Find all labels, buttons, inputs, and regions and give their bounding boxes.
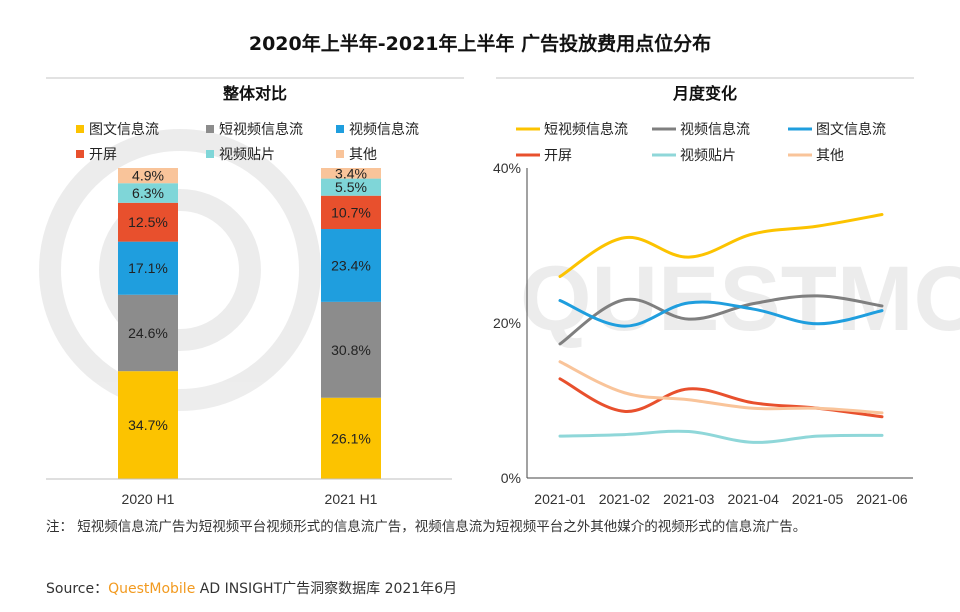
bar-category-label-1: 2021 H1	[325, 491, 378, 507]
line-x-tick-2: 2021-03	[663, 491, 715, 507]
line-series-4	[558, 429, 884, 444]
line-legend-label-4: 视频贴片	[680, 148, 736, 164]
bar-data-label-0-3: 12.5%	[128, 214, 168, 230]
bar-legend-label-5: 其他	[349, 147, 377, 163]
line-series-1	[558, 294, 884, 346]
line-legend-label-0: 短视频信息流	[544, 121, 628, 138]
left-chart-title: 整体对比	[222, 84, 287, 103]
bar-2020-H1-series-1	[118, 294, 178, 372]
bar-2020-H1-series-4	[118, 183, 178, 203]
bar-data-label-0-4: 6.3%	[132, 185, 164, 201]
line-x-tick-3: 2021-04	[728, 491, 780, 507]
bar-2021-H1-series-0	[321, 397, 381, 479]
watermark-text: QUESTMOBILE	[520, 248, 960, 350]
line-x-tick-0: 2021-01	[534, 491, 586, 507]
footnote: 注： 短视频信息流广告为短视频平台视频形式的信息流广告，视频信息流为短视频平台之…	[46, 519, 807, 535]
bar-2021-H1-series-5	[321, 168, 381, 179]
bar-legend-label-4: 视频贴片	[219, 147, 275, 163]
bar-data-label-1-3: 10.7%	[331, 204, 371, 220]
bar-data-label-0-1: 24.6%	[128, 325, 168, 341]
bar-legend-label-2: 视频信息流	[349, 121, 419, 138]
bar-2021-H1-series-3	[321, 195, 381, 230]
bar-data-label-0-5: 4.9%	[132, 168, 164, 184]
line-legend-label-5: 其他	[816, 148, 844, 164]
bar-2020-H1-series-0	[118, 371, 178, 479]
bar-2021-H1-series-2	[321, 229, 381, 302]
bar-data-label-1-1: 30.8%	[331, 342, 371, 358]
line-legend-label-3: 开屏	[544, 148, 572, 164]
bar-legend-label-1: 短视频信息流	[219, 121, 303, 138]
line-series-3	[558, 377, 884, 419]
bar-legend-label-0: 图文信息流	[89, 121, 159, 138]
bar-legend-swatch-4	[206, 150, 214, 158]
watermark-logo: QUESTMOBILE	[39, 129, 960, 411]
right-chart-title: 月度变化	[672, 84, 737, 103]
bar-2020-H1-series-2	[118, 241, 178, 295]
bar-data-label-1-5: 3.4%	[335, 165, 367, 181]
bar-2021-H1-series-4	[321, 178, 381, 196]
bar-data-label-1-0: 26.1%	[331, 430, 371, 446]
bar-2021-H1-series-1	[321, 301, 381, 398]
bar-2020-H1-series-5	[118, 168, 178, 184]
line-series-0	[558, 213, 884, 278]
bar-legend-swatch-3	[76, 150, 84, 158]
bar-legend-swatch-1	[206, 125, 214, 133]
line-y-tick-1: 20%	[493, 315, 521, 331]
bar-data-label-1-4: 5.5%	[335, 179, 367, 195]
bar-2020-H1-series-3	[118, 202, 178, 242]
line-series-5	[558, 360, 884, 415]
bar-legend-swatch-2	[336, 125, 344, 133]
line-y-tick-0: 0%	[501, 470, 521, 486]
source-line: Source：QuestMobile AD INSIGHT广告洞察数据库 202…	[46, 578, 457, 598]
bar-legend-swatch-0	[76, 125, 84, 133]
source-prefix: Source：	[46, 581, 109, 597]
line-x-tick-1: 2021-02	[599, 491, 651, 507]
line-series-2	[558, 299, 884, 328]
line-y-tick-2: 40%	[493, 160, 521, 176]
bar-data-label-0-2: 17.1%	[128, 260, 168, 276]
line-x-tick-5: 2021-06	[856, 491, 908, 507]
bar-data-label-0-0: 34.7%	[128, 417, 168, 433]
source-suffix: AD INSIGHT广告洞察数据库 2021年6月	[195, 581, 458, 597]
bar-legend-swatch-5	[336, 150, 344, 158]
bar-legend-label-3: 开屏	[89, 147, 117, 163]
line-x-tick-4: 2021-05	[792, 491, 844, 507]
line-legend-label-2: 图文信息流	[816, 121, 886, 138]
line-legend-label-1: 视频信息流	[680, 121, 750, 138]
source-brand: QuestMobile	[108, 581, 196, 597]
bar-data-label-1-2: 23.4%	[331, 257, 371, 273]
bar-category-label-0: 2020 H1	[122, 491, 175, 507]
chart-title: 2020年上半年-2021年上半年 广告投放费用点位分布	[249, 32, 711, 55]
